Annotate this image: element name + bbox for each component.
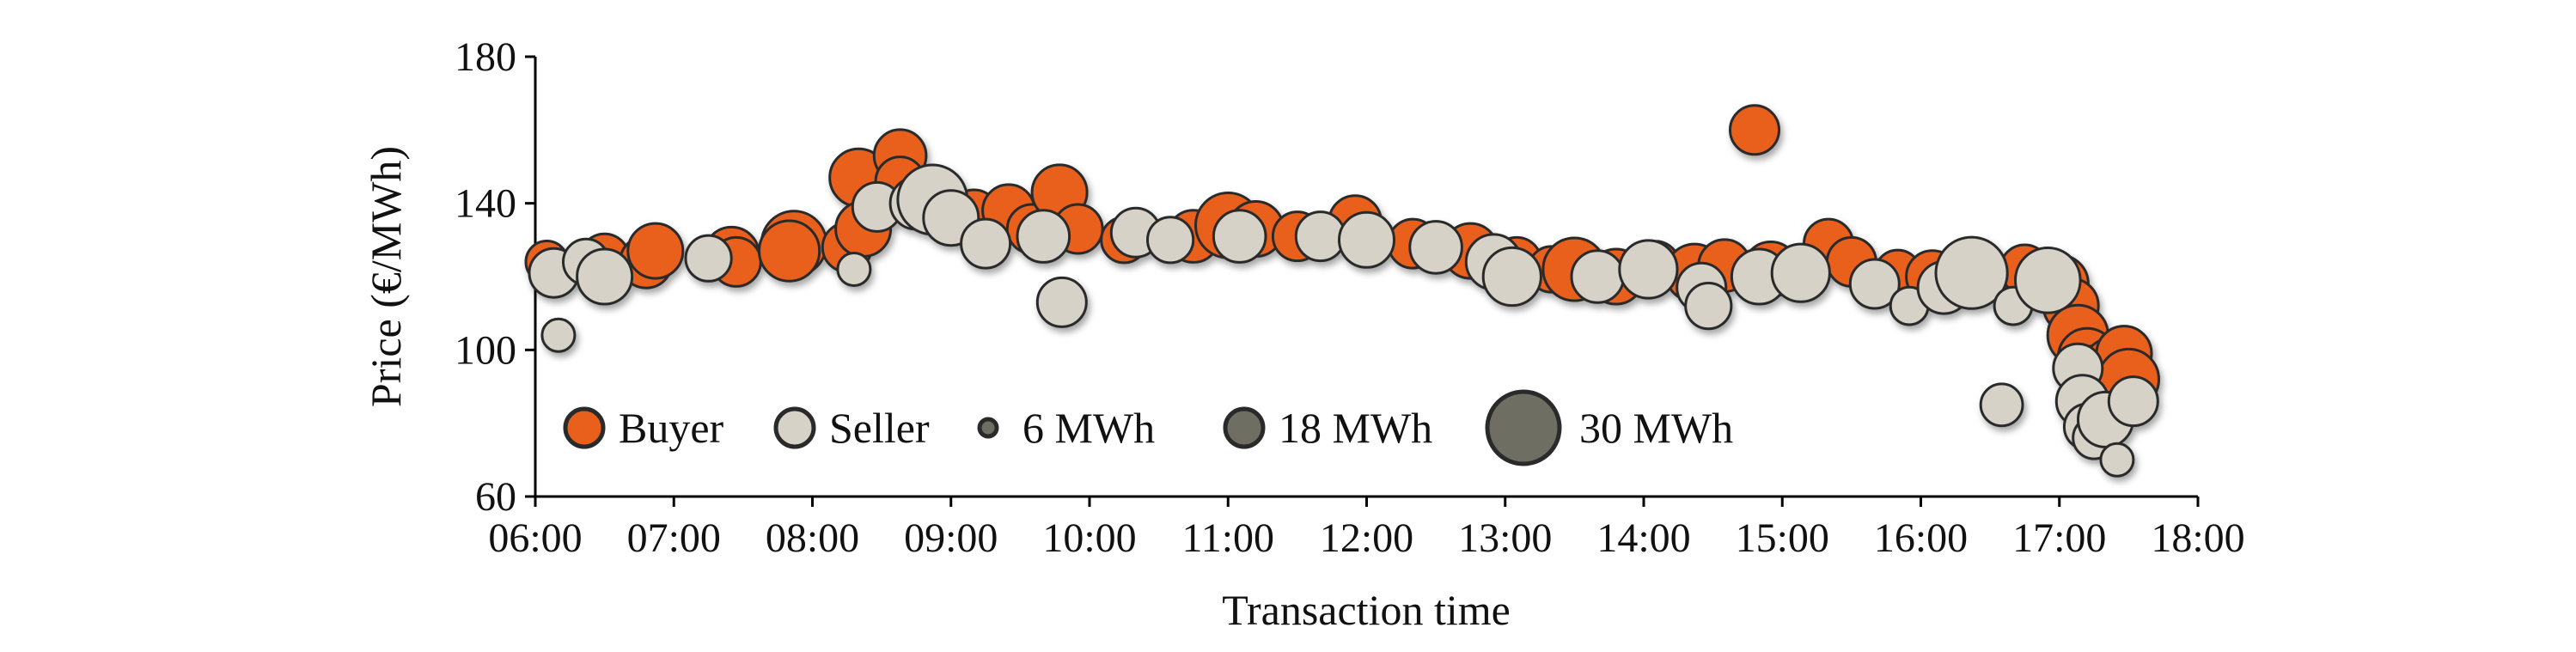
- seller-point: [1408, 220, 1463, 275]
- buyer-point: [758, 219, 821, 283]
- legend-label-18mwh: 18 MWh: [1279, 404, 1432, 452]
- x-tick-label: 18:00: [2151, 515, 2244, 561]
- legend-swatch-18mwh: [1223, 406, 1266, 449]
- legend-item-buyer: Buyer: [563, 404, 724, 452]
- seller-point: [1212, 209, 1267, 264]
- seller-point: [1146, 216, 1195, 265]
- seller-point: [1035, 276, 1088, 328]
- y-tick-label: 60: [475, 474, 516, 520]
- x-tick-label: 13:00: [1458, 515, 1552, 561]
- seller-point: [1618, 239, 1679, 300]
- legend-swatch-seller: [773, 406, 816, 449]
- legend-item-6mwh: 6 MWh: [977, 404, 1155, 452]
- x-tick-label: 07:00: [627, 515, 721, 561]
- x-axis-title: Transaction time: [1222, 586, 1511, 634]
- seller-point: [960, 217, 1012, 270]
- data-points: [524, 104, 2160, 478]
- seller-point: [684, 234, 733, 283]
- seller-point: [836, 252, 872, 287]
- y-tick-label: 140: [455, 181, 516, 227]
- x-tick-label: 17:00: [2012, 515, 2106, 561]
- x-tick-label: 11:00: [1181, 515, 1274, 561]
- x-tick-label: 08:00: [766, 515, 859, 561]
- seller-point: [1570, 249, 1626, 304]
- legend: Buyer Seller 6 MWh 18 MWh 30 MWh: [563, 389, 1733, 466]
- seller-point: [576, 247, 634, 306]
- x-tick-label: 10:00: [1042, 515, 1136, 561]
- seller-point: [1481, 246, 1542, 308]
- x-tick-label: 06:00: [488, 515, 582, 561]
- seller-point: [1684, 282, 1733, 331]
- legend-item-seller: Seller: [773, 404, 930, 452]
- legend-label-buyer: Buyer: [619, 404, 724, 452]
- legend-swatch-buyer: [563, 406, 606, 449]
- seller-point: [1338, 210, 1395, 269]
- legend-swatch-30mwh: [1485, 389, 1562, 466]
- buyer-point: [1729, 104, 1780, 156]
- y-ticks: 60 100 140 180: [455, 34, 535, 520]
- seller-point: [1979, 382, 2024, 428]
- seller-point: [1848, 258, 1901, 310]
- seller-point: [1770, 242, 1831, 303]
- x-tick-label: 12:00: [1320, 515, 1413, 561]
- legend-item-18mwh: 18 MWh: [1223, 404, 1432, 452]
- x-tick-label: 15:00: [1736, 515, 1829, 561]
- seller-point: [2107, 375, 2159, 428]
- legend-swatch-6mwh: [977, 417, 999, 439]
- y-axis-title: Price (€/MWh): [362, 146, 410, 407]
- legend-label-6mwh: 6 MWh: [1022, 404, 1155, 452]
- x-tick-label: 16:00: [1874, 515, 1968, 561]
- legend-label-30mwh: 30 MWh: [1579, 404, 1733, 452]
- seller-point: [1016, 209, 1071, 264]
- y-tick-label: 100: [455, 327, 516, 373]
- seller-point: [2014, 247, 2082, 314]
- seller-point: [1294, 210, 1346, 263]
- x-tick-label: 09:00: [904, 515, 998, 561]
- buyer-point: [626, 222, 685, 280]
- legend-item-30mwh: 30 MWh: [1485, 389, 1733, 466]
- seller-point: [540, 317, 577, 353]
- x-ticks: 06:00 07:00 08:00 09:00 10:00 11:00 12:00 13:00…: [488, 497, 2245, 561]
- y-tick-label: 180: [455, 34, 516, 80]
- seller-point: [1934, 235, 2009, 310]
- x-tick-label: 14:00: [1596, 515, 1690, 561]
- seller-point: [2099, 442, 2135, 478]
- legend-label-seller: Seller: [829, 404, 930, 452]
